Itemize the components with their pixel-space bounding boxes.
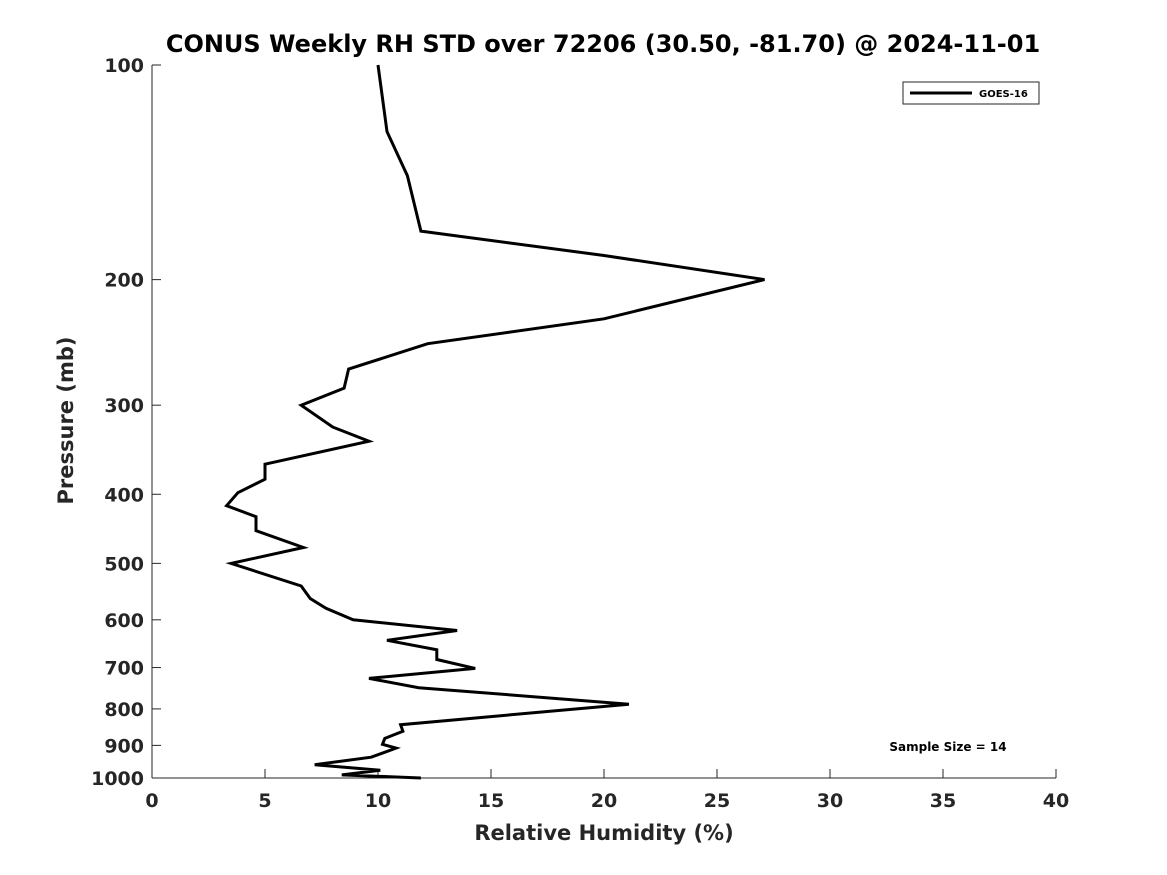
series-line-goes-16 — [224, 64, 765, 780]
plot-area: 0 5 10 15 20 25 30 35 40 100 200 300 400 500 600 700 80… — [91, 55, 1069, 812]
chart-title: CONUS Weekly RH STD over 72206 (30.50, -… — [166, 30, 1040, 58]
y-axis-label: Pressure (mb) — [54, 337, 78, 505]
x-axis-ticks: 0 5 10 15 20 25 30 35 40 — [145, 769, 1069, 812]
x-tick-label: 20 — [591, 790, 617, 812]
x-tick-label: 10 — [365, 790, 391, 812]
series-layer — [224, 64, 765, 780]
sample-size-annotation: Sample Size = 14 — [889, 740, 1006, 754]
y-axis-ticks: 100 200 300 400 500 600 700 800 900 1000 — [91, 55, 161, 790]
x-tick-label: 5 — [258, 790, 271, 812]
y-tick-label: 500 — [104, 553, 144, 575]
y-tick-label: 600 — [104, 610, 144, 632]
legend-label-goes-16: GOES-16 — [979, 89, 1028, 100]
y-tick-label: 900 — [104, 735, 144, 757]
y-tick-label: 800 — [104, 699, 144, 721]
x-tick-label: 35 — [930, 790, 956, 812]
y-tick-label: 1000 — [91, 768, 144, 790]
legend: GOES-16 — [902, 81, 1040, 105]
x-tick-label: 0 — [145, 790, 158, 812]
y-tick-label: 100 — [104, 55, 144, 77]
x-tick-label: 25 — [704, 790, 730, 812]
x-tick-label: 15 — [478, 790, 504, 812]
y-tick-label: 400 — [104, 484, 144, 506]
y-tick-label: 300 — [104, 395, 144, 417]
x-tick-label: 40 — [1043, 790, 1069, 812]
x-tick-label: 30 — [817, 790, 843, 812]
x-axis-label: Relative Humidity (%) — [474, 821, 733, 845]
y-tick-label: 700 — [104, 658, 144, 680]
y-tick-label: 200 — [104, 270, 144, 292]
